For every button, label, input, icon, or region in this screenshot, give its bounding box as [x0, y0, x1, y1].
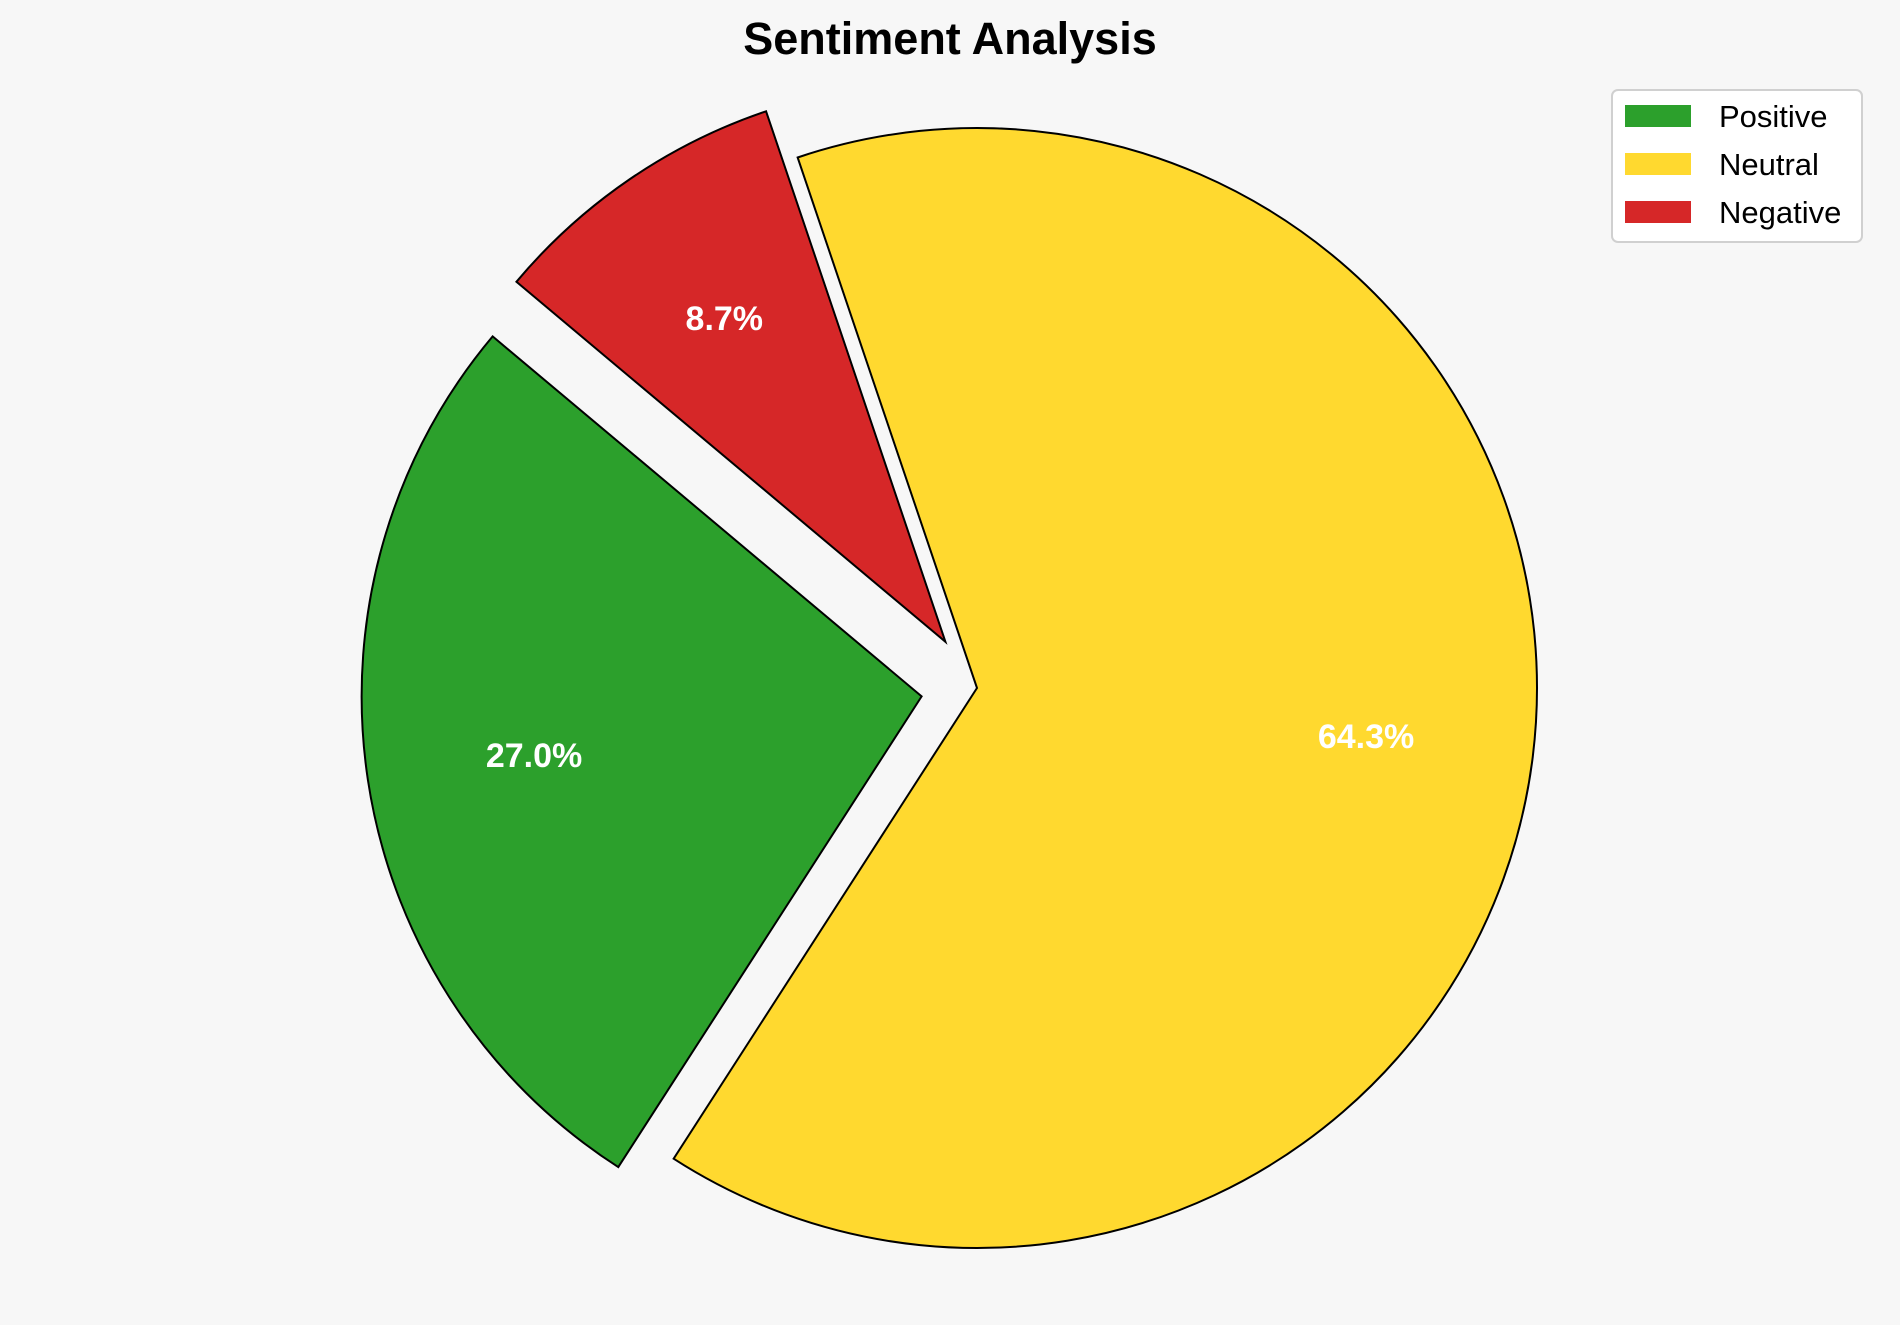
legend: Positive Neutral Negative	[1611, 89, 1863, 243]
legend-label-positive: Positive	[1719, 99, 1828, 134]
legend-swatch-negative	[1625, 201, 1691, 223]
legend-swatch-positive	[1625, 105, 1691, 127]
legend-label-neutral: Neutral	[1719, 147, 1819, 182]
pie-wedge-positive	[360, 335, 923, 1169]
legend-swatch-neutral	[1625, 153, 1691, 175]
chart-title: Sentiment Analysis	[743, 13, 1156, 64]
legend-label-negative: Negative	[1719, 195, 1841, 230]
pie-label-neutral: 64.3%	[1318, 718, 1414, 756]
pie-label-positive: 27.0%	[486, 737, 582, 775]
pie-wedge-negative	[515, 109, 948, 645]
pie-wedge-neutral	[672, 127, 1538, 1249]
pie-label-negative: 8.7%	[686, 300, 764, 338]
